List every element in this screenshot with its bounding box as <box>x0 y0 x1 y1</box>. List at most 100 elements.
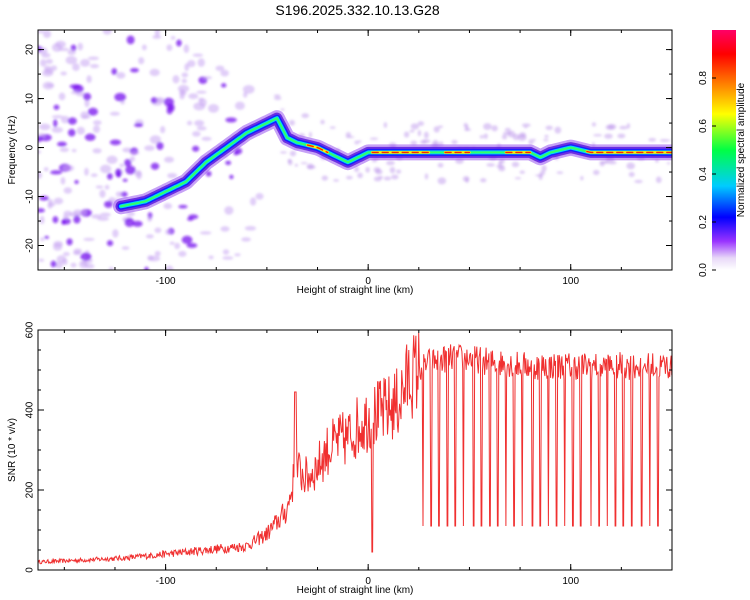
noise-blob <box>166 107 173 115</box>
noise-blob <box>47 202 53 209</box>
noise-blob <box>545 125 553 131</box>
noise-blob <box>87 107 98 116</box>
noise-blob <box>111 68 118 75</box>
noise-blob <box>40 59 47 67</box>
noise-blob <box>81 208 87 216</box>
noise-blob <box>166 44 173 51</box>
noise-blob <box>556 171 564 174</box>
noise-blob <box>81 115 91 119</box>
noise-blob <box>99 212 111 217</box>
noise-blob <box>486 163 495 167</box>
noise-blob <box>617 133 626 139</box>
noise-blob <box>593 169 600 176</box>
noise-blob <box>145 234 154 239</box>
noise-blob <box>104 184 110 190</box>
noise-blob <box>87 56 100 61</box>
noise-blob <box>39 123 51 131</box>
y-tick-label: -20 <box>25 238 36 253</box>
noise-blob <box>155 97 165 103</box>
noise-blob <box>273 94 281 97</box>
noise-blob <box>648 138 657 142</box>
noise-blob <box>39 195 49 201</box>
noise-blob <box>119 163 125 168</box>
noise-blob <box>152 35 162 39</box>
noise-blob <box>134 123 144 128</box>
noise-blob <box>70 262 77 268</box>
noise-blob <box>208 255 214 260</box>
noise-blob <box>60 71 67 76</box>
noise-blob <box>84 133 96 141</box>
noise-blob <box>242 85 255 94</box>
noise-blob <box>156 141 164 150</box>
noise-blob <box>106 172 113 180</box>
noise-blob <box>255 193 264 200</box>
noise-blob <box>280 108 285 111</box>
snr-xlabel: Height of straight line (km) <box>297 585 414 596</box>
snr-content <box>38 332 672 565</box>
noise-blob <box>144 266 149 270</box>
noise-blob <box>129 156 136 162</box>
noise-blob <box>521 123 531 128</box>
noise-blob <box>40 237 45 242</box>
noise-blob <box>61 219 66 225</box>
noise-blob <box>628 171 635 177</box>
noise-blob <box>233 151 239 156</box>
noise-blob <box>108 266 114 270</box>
noise-blob <box>95 185 104 189</box>
noise-blob <box>244 225 257 231</box>
noise-blob <box>42 81 54 90</box>
noise-blob <box>39 215 45 225</box>
noise-blob <box>66 238 73 246</box>
noise-blob <box>169 241 175 245</box>
noise-blob <box>170 36 176 40</box>
noise-blob <box>383 176 392 181</box>
noise-blob <box>437 177 447 185</box>
noise-blob <box>38 171 43 179</box>
noise-blob <box>599 160 608 164</box>
noise-blob <box>483 133 488 139</box>
noise-blob <box>76 126 85 135</box>
noise-blob <box>51 115 64 119</box>
noise-blob <box>67 117 77 125</box>
noise-blob <box>626 123 631 129</box>
noise-blob <box>53 119 58 128</box>
noise-blob <box>53 104 60 110</box>
noise-blob <box>300 162 308 165</box>
noise-blob <box>224 206 234 215</box>
y-tick-label: 10 <box>25 93 36 105</box>
noise-blob <box>528 139 534 146</box>
x-tick-label: 100 <box>562 276 579 287</box>
noise-blob <box>480 178 487 183</box>
noise-blob <box>38 258 45 262</box>
noise-blob <box>294 163 298 167</box>
spectrogram-noise <box>38 30 671 270</box>
noise-blob <box>72 63 80 72</box>
colorbar-tick-label: 0.6 <box>698 119 709 133</box>
noise-blob <box>483 123 492 131</box>
noise-blob <box>424 173 429 180</box>
noise-blob <box>357 172 363 179</box>
noise-blob <box>132 220 143 227</box>
noise-blob <box>44 235 49 239</box>
colorbar-axes: 0.0 0.2 0.4 0.6 0.8 <box>698 71 716 277</box>
noise-blob <box>373 176 382 182</box>
noise-blob <box>121 246 130 250</box>
noise-blob <box>346 175 353 180</box>
noise-blob <box>604 133 613 139</box>
noise-blob <box>619 125 628 130</box>
spectrogram-xlabel: Height of straight line (km) <box>297 285 414 296</box>
noise-blob <box>289 150 297 157</box>
noise-blob <box>57 141 67 147</box>
noise-blob <box>187 59 196 68</box>
noise-blob <box>172 75 180 84</box>
noise-blob <box>67 49 76 56</box>
noise-blob <box>129 151 140 155</box>
noise-blob <box>365 166 370 173</box>
noise-blob <box>92 125 101 134</box>
noise-blob <box>396 169 402 174</box>
noise-blob <box>59 147 69 153</box>
x-tick-label: 0 <box>365 576 371 587</box>
noise-blob <box>215 65 225 72</box>
noise-blob <box>199 231 212 235</box>
noise-blob <box>655 176 662 184</box>
